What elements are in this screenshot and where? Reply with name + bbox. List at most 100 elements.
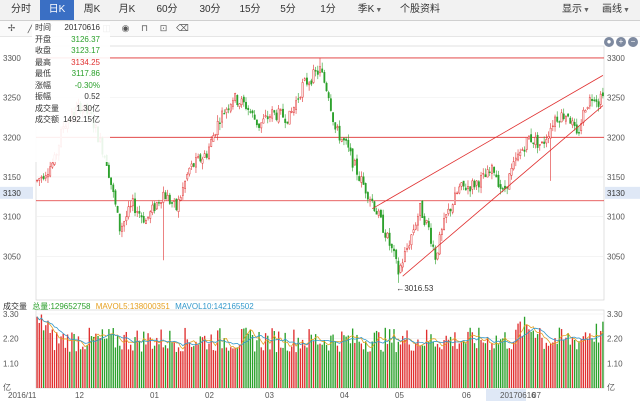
period-tab-0[interactable]: 分时 [4,0,38,20]
candle-body [388,232,391,246]
candle-body [436,252,439,260]
candle-body [258,123,260,128]
candle-body [188,167,191,175]
candle-body [277,108,280,123]
price-tick-left: 3150 [3,173,21,182]
candle-body [297,98,300,100]
volume-bar [571,337,574,388]
candle-body [562,113,565,120]
candle-body [530,134,533,143]
period-tab-2[interactable]: 周K [76,0,108,20]
volume-bar [38,322,40,388]
period-tab-label: 季K [357,4,375,15]
period-tab-4[interactable]: 60分 [146,0,188,20]
candle-body [458,186,461,194]
volume-tick-left: 1.10 [3,359,19,368]
volume-bar [517,323,519,388]
zoom-out-icon[interactable]: − [628,37,638,47]
info-row: 最高 3134.25 [32,57,110,69]
volume-bar [210,334,212,388]
volume-bar [502,338,504,388]
period-tab-5[interactable]: 30分 [190,0,230,20]
volume-bar [188,343,191,388]
price-highlight-right [605,186,640,199]
info-row: 时间 20170616 [32,22,110,34]
candle-body [303,78,306,81]
volume-bar [182,351,184,388]
drawline-menu[interactable]: 画线▼ [596,0,636,20]
candle-body [501,188,504,190]
period-tab-7[interactable]: 5分 [270,0,306,20]
candle-body [273,110,276,113]
x-tick-label: 12 [75,391,84,400]
info-label: 最低 [35,69,51,78]
candle-body [541,141,543,144]
eye-icon[interactable]: ◉ [121,23,130,33]
candle-body [512,161,515,170]
volume-bar [456,348,458,388]
lock-icon[interactable]: ⊡ [159,23,168,33]
volume-bar [88,327,90,388]
candle-body [308,82,311,86]
settings-icon[interactable]: ● [604,37,614,47]
candle-body [269,116,271,118]
volume-bar [40,314,43,388]
candle-body [181,187,184,196]
price-tick-right: 3150 [607,173,625,182]
volume-bar [521,335,524,388]
volume-bar [82,346,84,388]
volume-bar [423,345,426,388]
candle-body [47,173,49,178]
mavol10-line [36,316,604,347]
magnet-icon[interactable]: ⊓ [140,23,149,33]
candle-body [591,99,593,101]
candle-body [508,173,511,190]
volume-bar [421,345,423,388]
volume-tick-right: 3.30 [607,310,623,319]
x-tick-label: 2016/11 [8,391,37,400]
candle-body [155,202,158,210]
line-tool-icon[interactable]: ╱ [27,23,34,33]
display-menu[interactable]: 显示▼ [556,0,596,20]
candle-body [456,192,459,195]
volume-bar [375,330,378,388]
info-value: -0.30% [74,80,100,90]
candle-body [504,185,506,189]
volume-bar [166,348,169,388]
volume-bar [365,341,367,388]
period-tab-10[interactable]: 个股资料 [392,0,448,20]
volume-bar [597,342,600,388]
period-tab-3[interactable]: 月K [110,0,144,20]
period-tab-8[interactable]: 1分 [308,0,348,20]
volume-bar [576,349,578,388]
candle-body [251,110,254,114]
period-tab-1[interactable]: 日K [40,0,74,20]
period-tab-6[interactable]: 15分 [232,0,268,20]
volume-bar [417,339,419,388]
info-label: 收盘 [35,46,51,55]
x-tick-label: 02 [205,391,214,400]
candle-body [364,183,367,194]
volume-bar [543,348,545,388]
volume-unit-right: 亿 [607,382,615,392]
candle-body [221,110,223,123]
volume-bar [129,344,132,388]
period-tab-label: 周K [83,4,101,15]
candle-body [142,215,145,223]
zoom-in-icon[interactable]: + [616,37,626,47]
volume-bar [295,352,297,388]
volume-bar [217,330,219,388]
volume-bar [306,347,308,388]
trash-icon[interactable]: ⌫ [176,23,189,33]
move-cross-icon[interactable]: ✢ [7,23,16,33]
volume-bar [53,350,56,388]
period-tab-label: 15分 [239,4,261,15]
candle-body [597,101,600,107]
period-tab-9[interactable]: 季K▼ [350,0,390,20]
candle-body [160,202,163,205]
candle-body [558,121,561,123]
candle-body [434,247,437,260]
candle-body [127,206,130,218]
candle-body [586,107,589,109]
